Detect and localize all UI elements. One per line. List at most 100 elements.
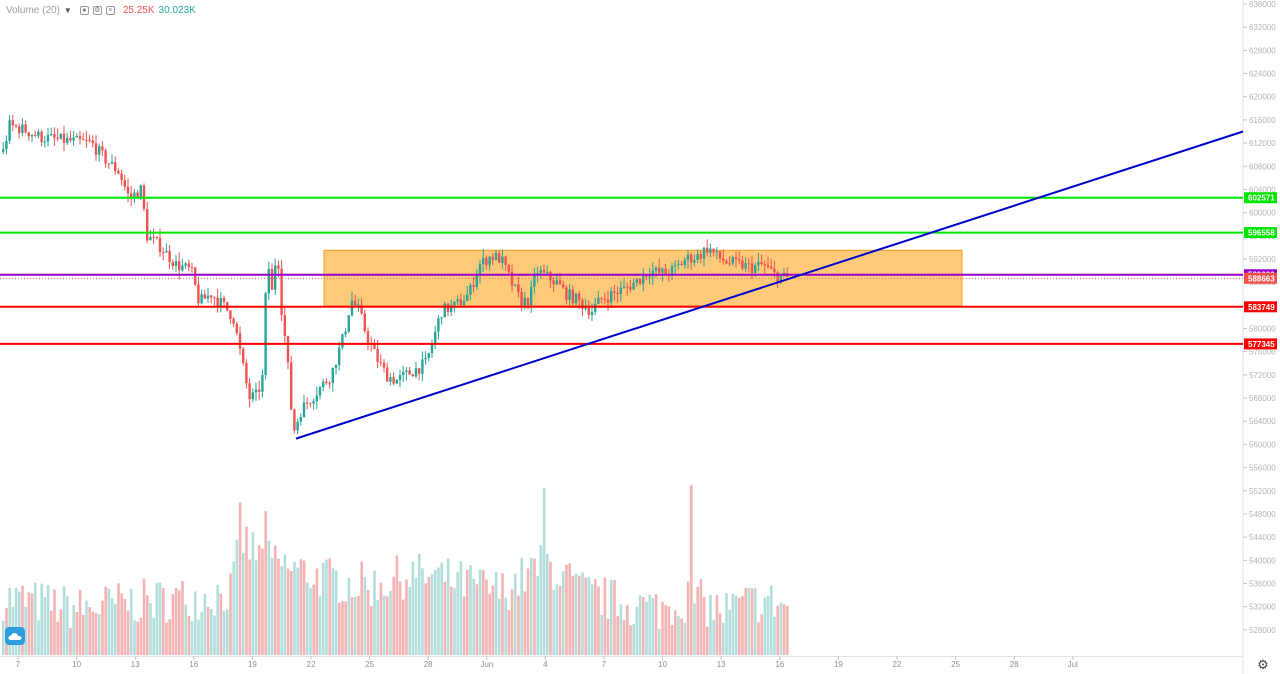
candle-body [446,303,450,313]
volume-bar [248,559,251,655]
candle-body [53,134,56,138]
candle-body [456,299,459,302]
candle-body [645,274,648,277]
volume-bar [526,568,530,655]
candle-body [251,392,254,400]
candle-body [325,381,328,383]
candle-body [395,379,398,384]
volume-bar [677,616,680,655]
volume-bar [696,586,699,655]
candle-body [658,267,661,273]
volume-bar [658,628,661,655]
volume-bar [584,577,587,655]
candle-body [267,268,270,294]
candle-body [712,248,715,253]
volume-bar [389,590,392,655]
volume-bar [322,562,325,655]
price-level-label: 577345 [1248,340,1275,349]
volume-bar [315,568,319,655]
candle-body [654,267,658,271]
volume-bar [539,545,543,655]
volume-bar [504,597,507,655]
candle-body [459,299,462,305]
candle-body [120,173,123,180]
candle-body [776,272,779,283]
candle-body [235,323,238,334]
volume-bar [626,604,629,655]
candle-body [517,284,520,293]
volume-up-value: 30.023K [158,4,196,16]
candle-body [59,133,62,139]
candle-body [763,263,766,266]
volume-bar [66,596,69,655]
volume-bar [197,619,200,655]
volume-bar [235,539,239,655]
candle-body [66,137,69,143]
volume-bar [376,600,379,655]
candle-body [475,274,478,287]
candle-body [200,294,203,304]
candle-body [389,377,392,382]
candle-body [414,368,418,377]
volume-bar [299,559,303,655]
candle-body [213,297,216,299]
volume-bar [462,596,466,655]
volume-bar [686,581,690,655]
price-axis-label: 564000 [1249,417,1276,426]
volume-bar [130,588,133,655]
candle-body [40,131,43,143]
candle-body [206,295,210,299]
candle-body [437,318,440,332]
candle-body [373,344,376,349]
eye-icon[interactable]: ● [79,5,89,15]
volume-bar [523,591,527,655]
volume-bar [8,587,11,655]
volume-bar [571,575,575,655]
chevron-down-icon[interactable]: ▼ [63,5,72,15]
volume-bar [552,589,555,655]
candle-body [357,304,360,306]
volume-bar [549,561,552,655]
candle-body [661,268,664,273]
candle-body [472,285,475,287]
volume-bar [328,558,331,655]
tradingview-cloud-icon[interactable] [5,627,25,645]
candle-body [440,317,443,319]
candle-body [24,124,27,133]
volume-bar [181,581,184,655]
candle-body [171,262,174,267]
time-axis-label: Jun [480,660,493,669]
candle-body [642,274,645,284]
volume-bar [357,595,360,655]
volume-bar [242,552,245,655]
time-axis-label: 19 [834,660,843,669]
volume-bar [30,593,34,655]
volume-bar [597,586,600,655]
volume-bar [72,605,75,655]
candle-body [578,293,581,301]
candle-body [50,134,53,136]
candle-body [341,334,344,348]
volume-bar [709,594,712,655]
volume-bar [117,583,120,655]
volume-bar [46,585,50,655]
candle-body [773,268,776,273]
settings-icon[interactable]: ⚙ [92,5,102,15]
candle-body [571,289,574,304]
volume-bar [472,578,475,655]
volume-bar [581,572,584,655]
candle-body [136,192,139,198]
candle-body [581,300,584,309]
candle-body [722,258,725,261]
volume-bar [309,587,312,655]
time-axis-label: 22 [893,660,902,669]
gear-icon[interactable]: ⚙ [1257,657,1269,672]
time-axis-label: 13 [131,660,140,669]
volume-bar [782,604,786,655]
volume-bar [466,569,469,655]
candle-body [478,263,482,275]
close-icon[interactable]: × [105,5,115,15]
volume-bar [168,619,171,655]
